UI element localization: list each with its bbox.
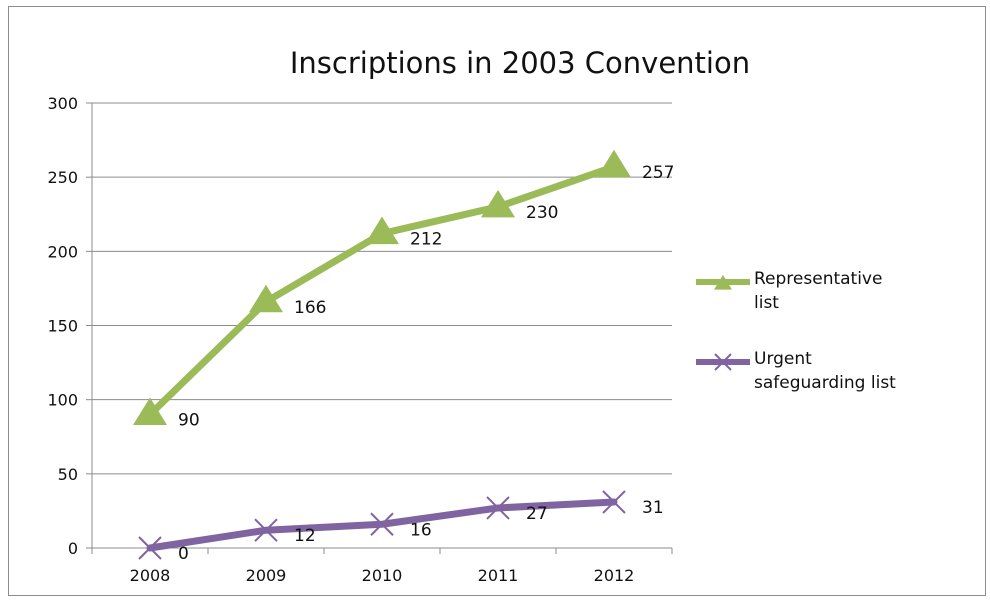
legend-label-1-1: safeguarding list	[754, 373, 896, 393]
data-label-s0-1: 166	[294, 298, 326, 318]
data-label-s0-0: 90	[178, 411, 200, 431]
data-point-s1-4	[602, 490, 626, 514]
y-tick-label-50: 50	[58, 465, 78, 484]
data-label-s1-0: 0	[178, 544, 189, 564]
data-point-s1-2	[370, 512, 394, 536]
x-tick-label-2009: 2009	[246, 566, 287, 585]
data-label-s0-2: 212	[410, 230, 442, 250]
legend-item-0: Representative list	[696, 269, 882, 313]
x-tick-label-2012: 2012	[594, 566, 635, 585]
chart-frame	[8, 6, 986, 596]
chart-title: Inscriptions in 2003 Convention	[290, 46, 750, 80]
data-point-s0-1	[249, 284, 283, 313]
data-label-s1-2: 16	[410, 520, 432, 540]
data-point-s0-3	[481, 189, 515, 218]
x-tick-label-2011: 2011	[478, 566, 519, 585]
legend: Representative list Urgent safeguarding lis…	[696, 269, 896, 393]
data-point-s0-4	[597, 149, 631, 178]
series-layer: 90 166 212 230 257 0 12 16 27 31	[133, 149, 674, 564]
legend-marker-0	[714, 275, 732, 290]
axes: 0 50 100 150 200 250 300 2008 2009 2010 2011 2012	[47, 94, 673, 585]
y-tick-label-200: 200	[47, 242, 78, 261]
data-point-s1-1	[254, 518, 278, 542]
data-label-s1-4: 31	[642, 498, 664, 518]
data-point-s1-3	[486, 496, 510, 520]
y-tick-label-100: 100	[47, 391, 78, 410]
data-point-s0-2	[365, 216, 399, 245]
data-point-s1-0	[138, 536, 162, 560]
legend-label-0-1: list	[754, 293, 779, 313]
legend-label-1-0: Urgent	[754, 349, 812, 369]
legend-marker-1	[714, 353, 732, 371]
y-tick-label-150: 150	[47, 317, 78, 336]
y-tick-label-250: 250	[47, 168, 78, 187]
x-tick-label-2008: 2008	[130, 566, 171, 585]
series-0: 90 166 212 230 257	[133, 149, 674, 431]
data-label-s1-3: 27	[526, 504, 548, 524]
data-label-s0-4: 257	[642, 163, 674, 183]
legend-label-0-0: Representative	[754, 269, 882, 289]
gridlines	[92, 102, 672, 475]
x-tick-label-2010: 2010	[362, 566, 403, 585]
data-label-s0-3: 230	[526, 203, 558, 223]
legend-item-1: Urgent safeguarding list	[696, 349, 896, 393]
y-tick-label-300: 300	[47, 94, 78, 113]
y-tick-label-0: 0	[68, 539, 78, 558]
series-1: 0 12 16 27 31	[138, 490, 664, 564]
data-point-s0-0	[133, 397, 167, 426]
data-label-s1-1: 12	[294, 526, 316, 546]
